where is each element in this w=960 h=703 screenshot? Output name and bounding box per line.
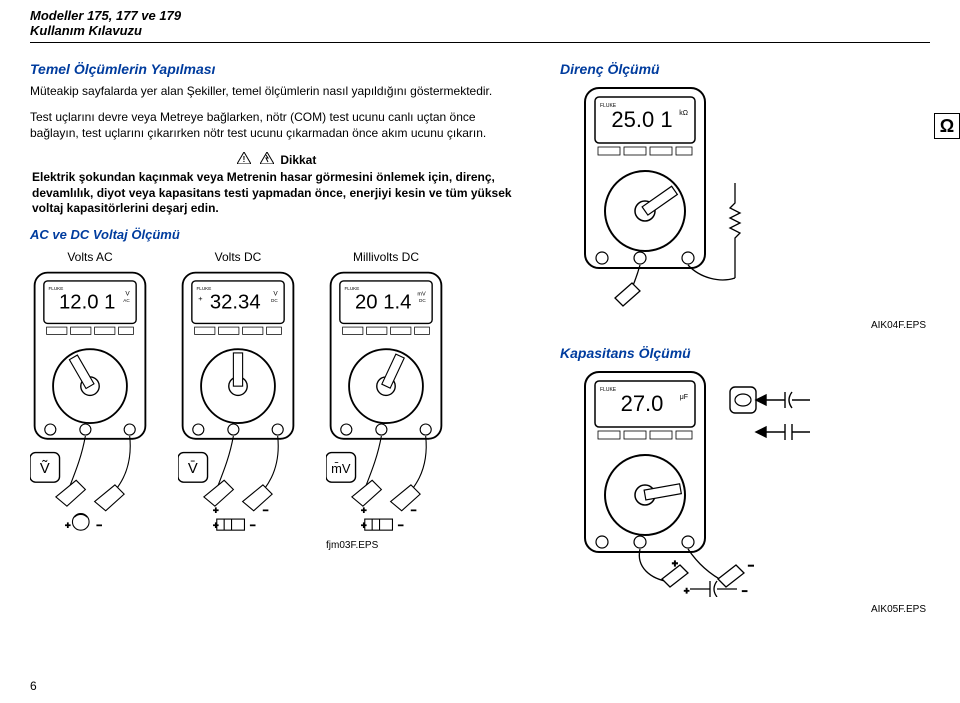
svg-text:V: V xyxy=(125,291,130,298)
svg-text:20 1.4: 20 1.4 xyxy=(355,292,411,314)
svg-text:AC: AC xyxy=(123,298,130,303)
svg-text:+: + xyxy=(672,559,678,570)
svg-text:Ṽ: Ṽ xyxy=(40,460,50,477)
svg-text:V: V xyxy=(273,291,278,298)
two-column-layout: Temel Ölçümlerin Yapılması Müteakip sayf… xyxy=(30,61,930,615)
svg-text:DC: DC xyxy=(419,298,426,303)
svg-text:mV: mV xyxy=(417,292,426,298)
capacitance-meter-wrap: FLUKE 27.0 μF xyxy=(560,367,930,600)
svg-text:FLUKE: FLUKE xyxy=(600,387,617,393)
section-title-measurements: Temel Ölçümlerin Yapılması xyxy=(30,61,520,77)
svg-text:!: ! xyxy=(242,155,245,164)
header-model: Modeller 175, 177 ve 179 xyxy=(30,8,930,23)
svg-text:−: − xyxy=(411,505,416,515)
left-column: Temel Ölçümlerin Yapılması Müteakip sayf… xyxy=(30,61,520,615)
meter-millivolts-dc: Millivolts DC FLUKE 20 1.4 mV DC xyxy=(326,250,446,551)
multimeter-mv-svg: FLUKE 20 1.4 mV DC m̄V xyxy=(326,268,446,536)
svg-text:32.34: 32.34 xyxy=(210,292,261,314)
meter-label-dc: Volts DC xyxy=(215,250,262,264)
svg-text:+: + xyxy=(684,586,689,596)
multimeter-dc-svg: FLUKE + 32.34 V DC V̄ xyxy=(178,268,298,536)
header-manual: Kullanım Kılavuzu xyxy=(30,23,930,38)
svg-text:−: − xyxy=(398,520,403,530)
meter-label-ac: Volts AC xyxy=(67,250,112,264)
svg-text:−: − xyxy=(250,520,255,530)
meter-label-mv: Millivolts DC xyxy=(353,250,419,264)
meter-volts-ac: Volts AC FLUKE 12.0 1 V AC xyxy=(30,250,150,536)
svg-text:−: − xyxy=(742,586,747,596)
ohm-symbol-box: Ω xyxy=(934,113,960,139)
svg-text:DC: DC xyxy=(271,298,278,303)
multimeter-ac-svg: FLUKE 12.0 1 V AC Ṽ xyxy=(30,268,150,536)
svg-text:m̄V: m̄V xyxy=(331,461,351,476)
caution-body-text: Elektrik şokundan kaçınmak veya Metrenin… xyxy=(30,170,520,217)
svg-text:+: + xyxy=(213,505,218,515)
section-title-capacitance: Kapasitans Ölçümü xyxy=(560,345,930,361)
svg-text:FLUKE: FLUKE xyxy=(196,286,211,291)
figure-code-resistance: AIK04F.EPS xyxy=(560,320,930,331)
warning-triangle-icon: ! xyxy=(237,152,251,169)
figure-code-left: fjm03F.EPS xyxy=(326,540,378,551)
caution-heading: ! Dikkat xyxy=(30,152,520,169)
svg-text:μF: μF xyxy=(680,394,688,401)
svg-text:+: + xyxy=(361,520,366,530)
multimeter-resistance-svg: FLUKE 25.0 1 kΩ xyxy=(560,83,760,313)
intro-paragraph-1: Müteakip sayfalarda yer alan Şekiller, t… xyxy=(30,83,520,99)
svg-text:−: − xyxy=(748,561,754,572)
section-title-resistance: Direnç Ölçümü xyxy=(560,61,930,77)
svg-text:+: + xyxy=(361,505,366,515)
caution-block: ! Dikkat Elektrik şokundan kaçınmak veya… xyxy=(30,152,520,217)
svg-text:+: + xyxy=(65,520,70,530)
right-column: Direnç Ölçümü FLUKE 25.0 1 kΩ xyxy=(560,61,930,615)
page-number: 6 xyxy=(30,679,37,693)
svg-text:12.0 1: 12.0 1 xyxy=(59,292,115,314)
section-subtitle-voltage: AC ve DC Voltaj Ölçümü xyxy=(30,227,520,242)
meter-row: Volts AC FLUKE 12.0 1 V AC xyxy=(30,250,520,551)
svg-text:V̄: V̄ xyxy=(188,461,198,477)
intro-paragraph-2: Test uçlarını devre veya Metreye bağlark… xyxy=(30,109,520,141)
svg-text:FLUKE: FLUKE xyxy=(48,286,63,291)
meter-volts-dc: Volts DC FLUKE + 32.34 V DC xyxy=(178,250,298,536)
svg-text:27.0: 27.0 xyxy=(621,391,664,416)
svg-text:−: − xyxy=(263,505,268,515)
resistance-meter-wrap: FLUKE 25.0 1 kΩ xyxy=(560,83,930,316)
svg-text:25.0 1: 25.0 1 xyxy=(611,107,672,132)
document-header: Modeller 175, 177 ve 179 Kullanım Kılavu… xyxy=(30,0,930,43)
svg-text:−: − xyxy=(96,520,101,530)
figure-code-capacitance: AIK05F.EPS xyxy=(560,604,930,615)
caution-head-text: Dikkat xyxy=(280,153,316,167)
svg-text:FLUKE: FLUKE xyxy=(344,286,359,291)
svg-text:+: + xyxy=(198,294,202,303)
shock-triangle-icon xyxy=(260,152,274,169)
svg-text:+: + xyxy=(213,520,218,530)
multimeter-capacitance-svg: FLUKE 27.0 μF xyxy=(560,367,820,597)
svg-text:kΩ: kΩ xyxy=(679,110,688,117)
